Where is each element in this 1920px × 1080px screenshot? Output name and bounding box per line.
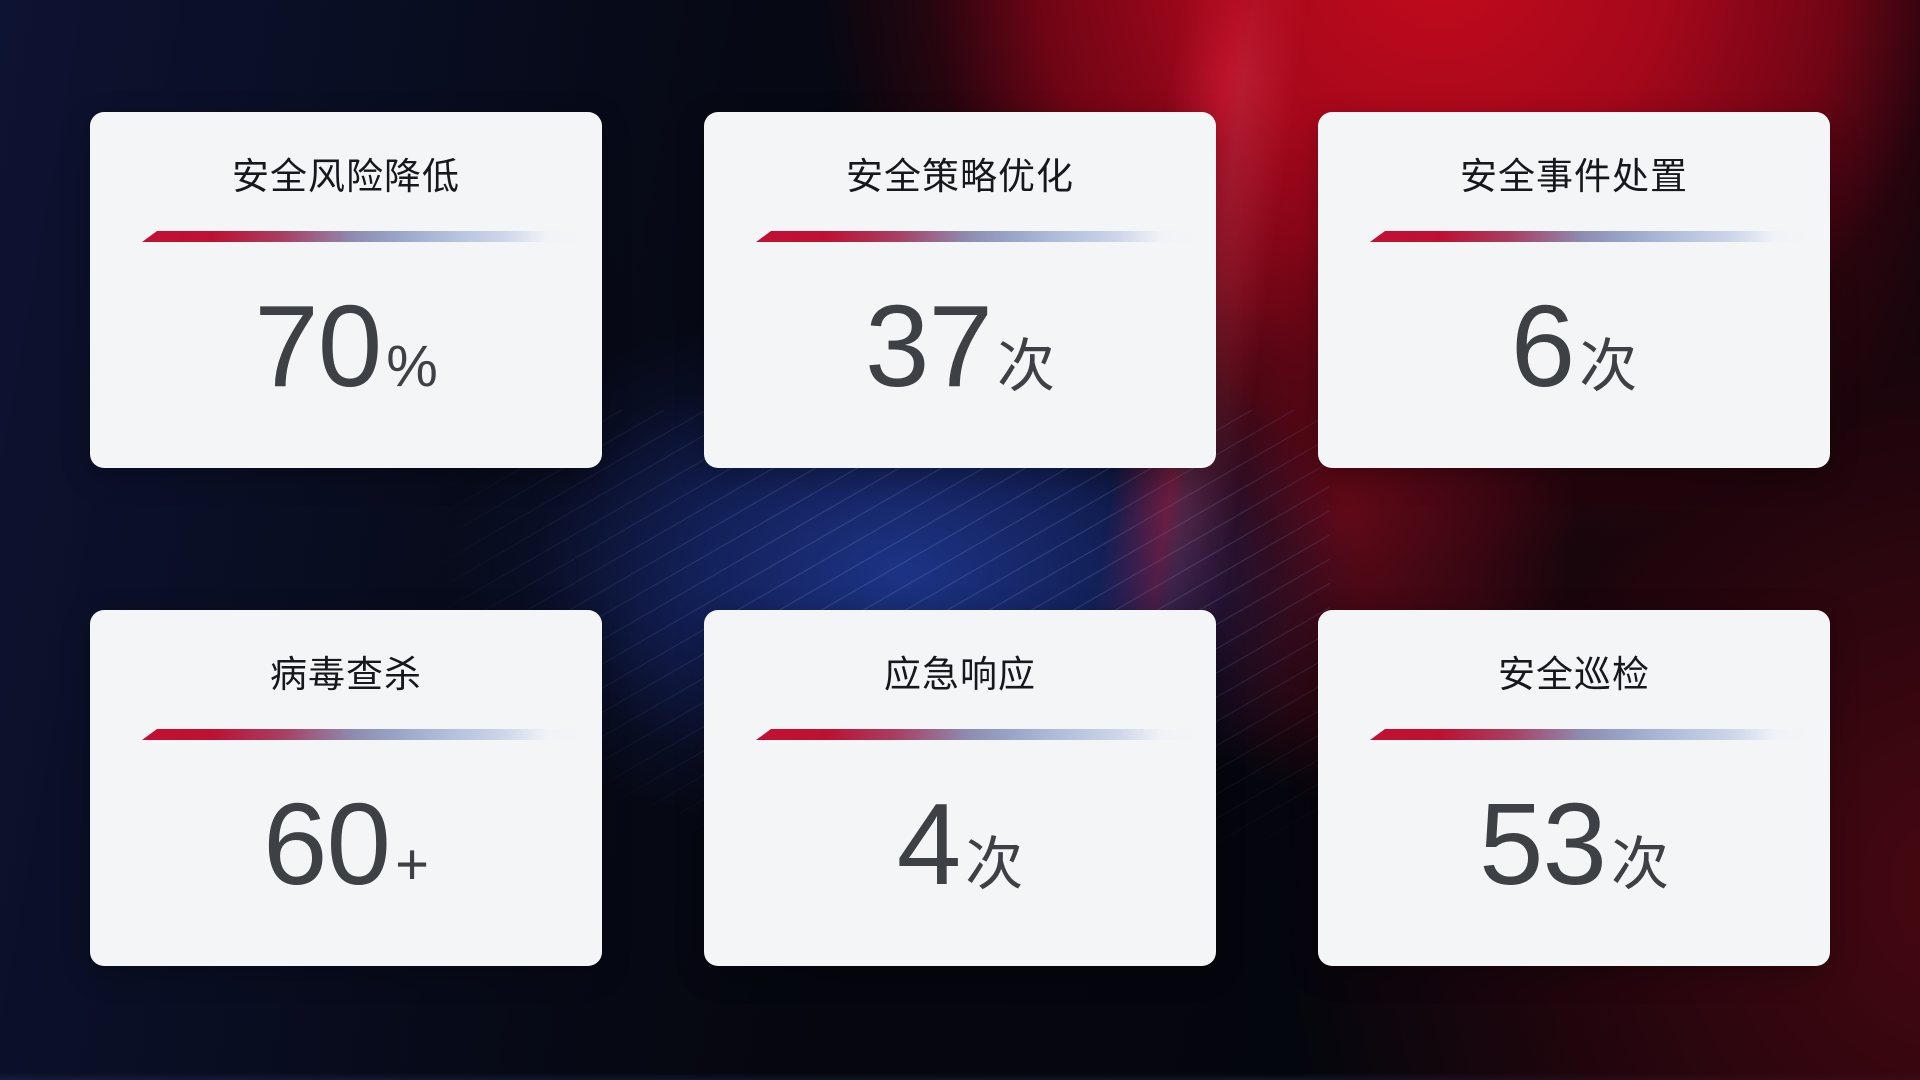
card-value: 60 +: [90, 786, 602, 902]
card-value-unit: 次: [1611, 832, 1670, 897]
card-value: 70 %: [90, 288, 602, 404]
card-divider-line: [1370, 729, 1810, 740]
card-value: 53 次: [1318, 786, 1830, 902]
card-title: 安全风险降低: [232, 156, 460, 197]
card-title: 安全策略优化: [846, 156, 1074, 197]
card-title: 病毒查杀: [270, 654, 422, 695]
card-value-number: 70: [254, 281, 382, 411]
card-value-unit: 次: [1579, 334, 1638, 399]
card-value-number: 53: [1478, 779, 1607, 909]
card-value-unit: 次: [965, 832, 1024, 897]
card-value-number: 6: [1510, 281, 1576, 411]
card-title: 安全巡检: [1498, 654, 1650, 695]
card-title: 应急响应: [884, 654, 1036, 695]
kpi-card-emergency-response: 应急响应 4 次: [704, 610, 1216, 966]
kpi-card-virus-scan: 病毒查杀 60 +: [90, 610, 602, 966]
kpi-card-security-policy-optimization: 安全策略优化 37 次: [704, 112, 1216, 468]
card-value: 4 次: [704, 786, 1216, 902]
card-value-number: 60: [263, 779, 391, 909]
card-value-unit: +: [395, 832, 429, 897]
card-divider-line: [142, 231, 582, 242]
card-value-unit: %: [386, 334, 438, 399]
kpi-card-security-inspection: 安全巡检 53 次: [1318, 610, 1830, 966]
card-divider-line: [756, 231, 1196, 242]
card-value: 6 次: [1318, 288, 1830, 404]
card-value-unit: 次: [997, 334, 1056, 399]
card-title: 安全事件处置: [1460, 156, 1688, 197]
card-value-number: 4: [896, 779, 962, 909]
kpi-card-security-risk-reduction: 安全风险降低 70 %: [90, 112, 602, 468]
card-divider-line: [756, 729, 1196, 740]
card-divider-line: [142, 729, 582, 740]
card-value: 37 次: [704, 288, 1216, 404]
card-divider-line: [1370, 231, 1810, 242]
card-value-number: 37: [864, 281, 993, 411]
kpi-card-security-incident-handling: 安全事件处置 6 次: [1318, 112, 1830, 468]
kpi-card-grid: 安全风险降低 70 % 安全策略优化 37 次 安全事件处置 6 次 病毒查: [90, 112, 1830, 966]
